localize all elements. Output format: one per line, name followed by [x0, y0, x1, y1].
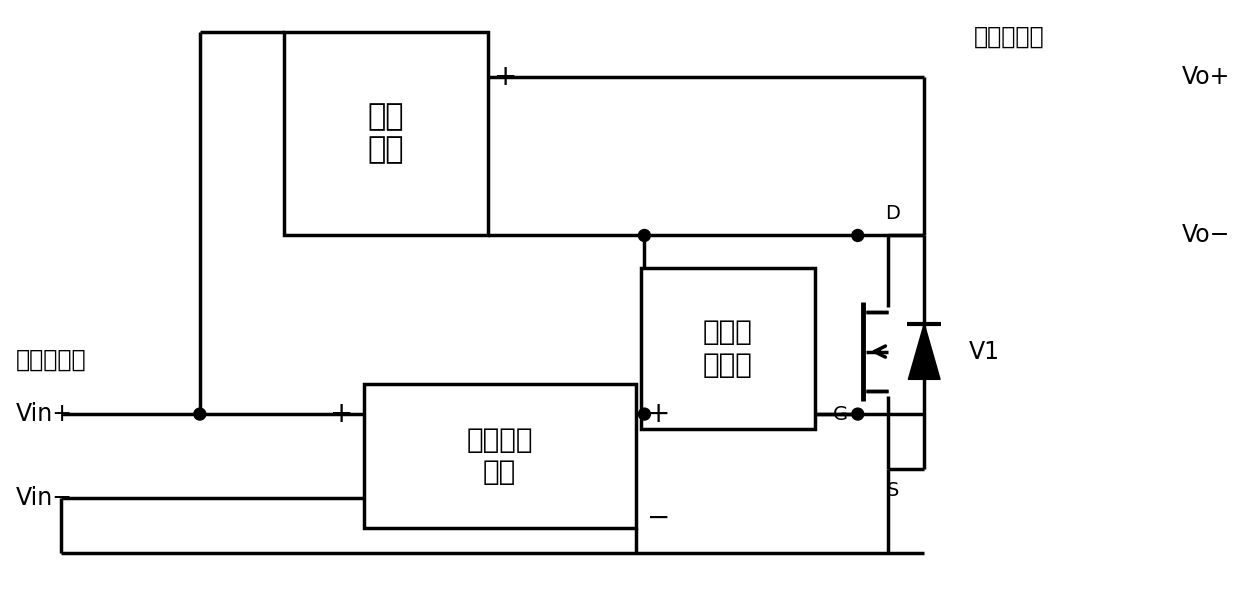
Text: V1: V1 [968, 340, 999, 363]
Text: 滤波
模块: 滤波 模块 [367, 102, 404, 165]
Text: +: + [646, 400, 670, 428]
Text: G: G [833, 404, 848, 424]
Text: 稳压电源
模块: 稳压电源 模块 [466, 426, 533, 486]
Text: 反馈控
制模块: 反馈控 制模块 [703, 318, 753, 379]
Circle shape [639, 408, 650, 420]
Text: +: + [330, 400, 353, 428]
Text: Vo+: Vo+ [1182, 65, 1230, 89]
Text: 信号输出端: 信号输出端 [973, 25, 1044, 49]
Bar [363, 384, 636, 528]
Circle shape [852, 230, 864, 242]
Bar [284, 32, 487, 236]
Text: Vin+: Vin+ [16, 402, 73, 426]
Text: 信号输入端: 信号输入端 [16, 348, 87, 372]
Polygon shape [909, 324, 940, 379]
Text: −: − [647, 504, 670, 532]
Text: Vin−: Vin− [16, 487, 73, 510]
Text: −: − [330, 484, 353, 513]
Circle shape [852, 408, 864, 420]
Text: +: + [494, 63, 517, 91]
Bar [641, 268, 815, 429]
Circle shape [639, 230, 650, 242]
Text: D: D [885, 204, 900, 223]
Circle shape [193, 408, 206, 420]
Text: S: S [887, 481, 899, 500]
Text: Vo−: Vo− [1182, 223, 1230, 247]
Text: −: − [494, 221, 517, 249]
